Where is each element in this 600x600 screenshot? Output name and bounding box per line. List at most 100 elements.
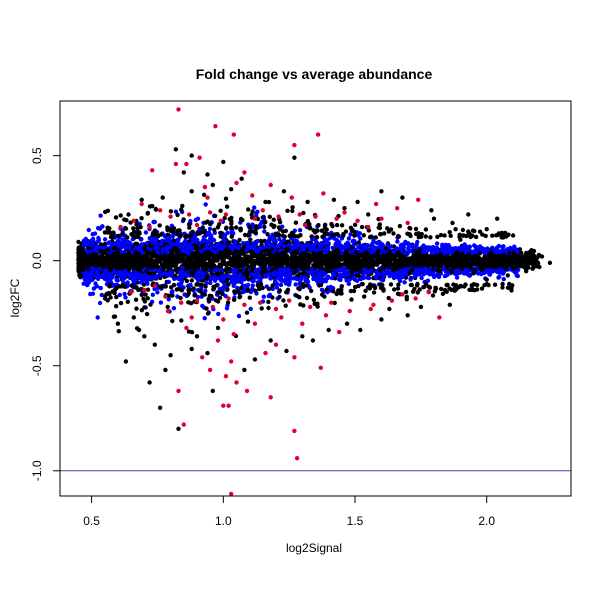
data-point-blue [229,276,234,281]
data-point-blue [421,248,426,253]
data-point-blue [95,276,101,281]
data-point-blue [125,239,130,244]
data-point-black [511,250,517,255]
data-point-black [339,223,345,228]
data-point-black [305,266,311,271]
data-point-blue [434,241,440,246]
data-point-blue [245,244,250,249]
data-point-blue [117,292,123,298]
data-point-black [211,287,216,292]
data-point-black [378,285,384,291]
data-point-blue [233,239,238,244]
data-point-blue [271,270,276,275]
data-point-black [224,204,230,209]
data-point-blue [399,274,404,279]
data-point-blue [412,271,417,276]
data-point-blue [166,279,171,285]
data-point-black [460,227,466,233]
data-point-black [247,229,253,235]
data-point-black [385,226,390,231]
data-point-blue [381,276,386,281]
data-point-black [529,261,534,266]
data-point-black [123,226,129,231]
data-point-black [200,291,205,296]
data-point-black [181,217,186,222]
data-point-blue [179,279,184,284]
data-point-blue [340,266,346,272]
data-point-blue [286,282,292,287]
data-point-blue [154,275,159,280]
data-point-blue [398,246,403,251]
data-point-black [467,231,472,236]
data-point-black [188,233,193,238]
data-point-black [254,226,259,231]
data-point-black [191,286,196,291]
data-point-black [102,241,108,247]
data-point-black [525,253,530,259]
data-point-black [459,284,464,289]
data-point-black [159,262,165,267]
data-point-blue [86,240,91,245]
data-point-black [409,282,414,288]
data-point-black [423,227,429,232]
data-point-black [167,254,172,259]
data-point-black [505,254,511,259]
data-point-black [490,233,495,238]
data-point-blue [102,271,108,276]
data-point-blue [180,274,185,280]
data-point-blue [81,281,86,286]
data-point-blue [203,288,208,294]
data-point-black [519,250,524,256]
data-point-black [120,283,125,288]
data-point-blue [343,271,348,276]
data-point-black [409,267,415,273]
data-point-blue [462,242,467,247]
data-point-blue [144,241,150,246]
data-point-black [239,285,244,291]
data-point-black [343,229,349,234]
data-point-black [246,288,251,293]
data-point-blue [277,248,282,253]
data-point-black [139,308,144,313]
data-point-blue [365,243,370,248]
data-point-black [332,232,338,237]
data-point-black [396,282,401,287]
data-point-black [412,249,418,254]
data-point-black [112,288,118,293]
data-point-black [494,233,499,238]
data-point-blue [282,266,288,271]
data-point-black [366,285,371,290]
data-point-blue [115,240,121,246]
data-point-blue [102,237,108,242]
data-point-blue [250,278,255,283]
data-point-blue [160,238,165,243]
data-point-blue [500,244,505,250]
data-point-black [165,227,170,233]
data-point-blue [94,284,100,289]
data-point-blue [123,295,128,300]
data-point-black [260,215,265,220]
data-point-blue [194,239,199,244]
data-point-black [414,283,420,288]
data-point-blue [121,276,127,281]
data-point-black [185,292,191,297]
data-point-blue [222,281,227,286]
data-point-black [130,266,136,271]
data-point-blue [129,274,134,279]
data-point-black [260,285,265,291]
data-point-blue [257,223,263,228]
data-point-black [217,295,223,300]
data-point-black [265,232,270,237]
data-point-black [114,304,119,309]
data-point-black [238,268,243,273]
data-point-black [316,223,321,228]
data-point-black [391,231,396,236]
data-point-black [229,234,234,239]
data-point-black [453,227,458,232]
data-point-blue [194,275,200,280]
data-point-blue [513,270,518,275]
data-point-black [309,288,314,294]
data-point-blue [153,246,158,251]
data-point-blue [187,243,192,249]
data-point-black [535,260,540,265]
